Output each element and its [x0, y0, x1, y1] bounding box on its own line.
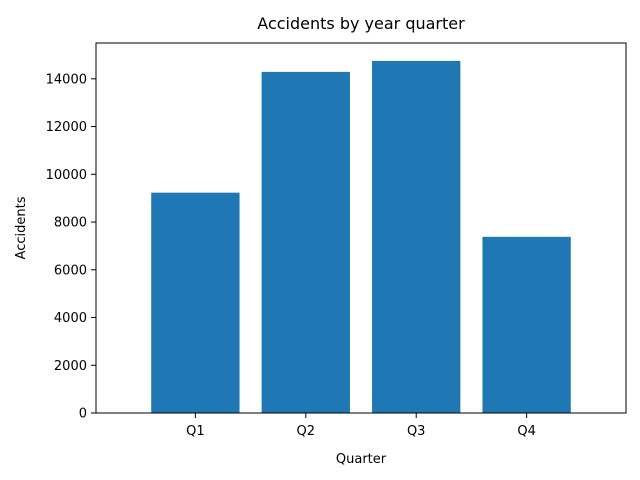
y-tick-label: 8000	[54, 216, 87, 231]
x-axis: Q1 Q2 Q3 Q4	[186, 413, 536, 439]
x-axis-label: Quarter	[336, 452, 387, 467]
y-tick-label: 12000	[46, 120, 87, 135]
bar-q2	[261, 71, 350, 413]
x-tick-label: Q2	[297, 424, 316, 439]
y-tick-label: 2000	[54, 359, 87, 374]
y-tick-label: 14000	[46, 72, 87, 87]
bars-group	[151, 60, 571, 414]
x-tick-label: Q4	[517, 424, 536, 439]
y-tick-label: 0	[79, 407, 87, 422]
axes-frame	[95, 42, 627, 414]
bar-q1	[151, 192, 240, 413]
y-tick-label: 10000	[46, 168, 87, 183]
y-tick-label: 4000	[54, 311, 87, 326]
bar-q4	[482, 236, 571, 413]
x-tick-label: Q3	[407, 424, 426, 439]
y-tick-label: 6000	[54, 263, 87, 278]
y-axis: 0 2000 4000 6000 8000 10000 12000 14000	[46, 72, 96, 422]
x-tick-label: Q1	[186, 424, 205, 439]
bar-q3	[372, 60, 461, 414]
y-axis-label: Accidents	[14, 196, 29, 259]
chart-title: Accidents by year quarter	[257, 14, 465, 33]
